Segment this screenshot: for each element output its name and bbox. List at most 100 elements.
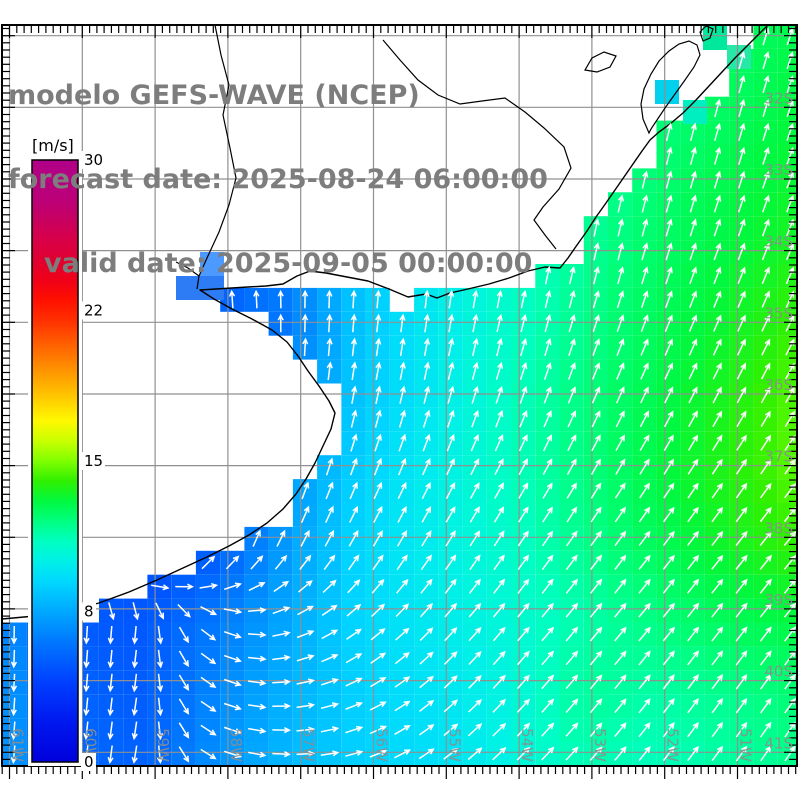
direction-arrow	[320, 726, 340, 733]
colorbar-tick-backing	[81, 452, 105, 470]
direction-arrow	[108, 602, 116, 621]
direction-arrow	[298, 580, 313, 593]
direction-arrow	[272, 703, 292, 710]
direction-arrow	[399, 313, 406, 333]
direction-arrow	[374, 433, 382, 452]
direction-arrow	[687, 626, 700, 642]
direction-arrow	[567, 362, 576, 380]
direction-arrow	[687, 506, 699, 523]
direction-arrow	[638, 722, 651, 738]
direction-arrow	[687, 650, 700, 666]
direction-arrow	[638, 602, 651, 618]
direction-arrow	[107, 625, 114, 645]
direction-arrow	[687, 458, 699, 475]
direction-arrow	[662, 650, 675, 666]
direction-arrow	[638, 745, 651, 762]
direction-arrow	[737, 266, 746, 285]
direction-arrow	[641, 242, 649, 261]
direction-arrow	[590, 506, 602, 523]
direction-arrow	[663, 482, 675, 499]
direction-arrow	[418, 724, 435, 736]
direction-arrow	[321, 604, 338, 617]
direction-arrow	[443, 699, 459, 713]
direction-arrow	[200, 606, 218, 616]
direction-arrow	[616, 290, 625, 309]
direction-arrow	[444, 578, 457, 594]
direction-arrow	[369, 749, 388, 758]
direction-arrow	[420, 578, 433, 594]
direction-arrow	[131, 697, 138, 717]
direction-arrow	[737, 242, 746, 261]
direction-arrow	[421, 530, 432, 547]
direction-arrow	[785, 290, 795, 308]
direction-arrow	[759, 530, 772, 546]
direction-arrow	[132, 602, 140, 621]
direction-arrow	[273, 580, 290, 593]
direction-arrow	[615, 410, 625, 428]
direction-arrow	[472, 313, 479, 333]
direction-arrow	[689, 290, 698, 309]
direction-arrow	[446, 433, 455, 452]
direction-arrow	[369, 725, 388, 735]
direction-arrow	[640, 386, 649, 404]
direction-arrow	[565, 578, 578, 594]
latitude-label: 35S	[764, 304, 793, 322]
direction-arrow	[614, 554, 627, 570]
direction-arrow	[638, 650, 651, 666]
lagoon-outline	[584, 51, 617, 73]
direction-arrow	[447, 385, 455, 404]
direction-arrow	[592, 362, 601, 380]
plot-frame	[1, 24, 798, 767]
direction-arrow	[565, 722, 579, 737]
direction-arrow	[688, 386, 698, 404]
direction-arrow	[640, 338, 649, 356]
direction-arrow	[396, 578, 409, 594]
direction-arrow	[543, 410, 552, 428]
direction-arrow	[320, 678, 339, 686]
direction-arrow	[247, 607, 267, 614]
direction-arrow	[759, 674, 772, 690]
direction-arrow	[590, 530, 602, 547]
river-line	[175, 261, 200, 277]
direction-arrow	[494, 433, 504, 452]
direction-arrow	[543, 385, 552, 404]
wave-cell-special	[727, 45, 751, 69]
direction-arrow	[399, 385, 406, 404]
colorbar-tick-backing	[81, 602, 96, 621]
direction-arrow	[272, 630, 291, 637]
direction-arrow	[421, 481, 431, 500]
direction-arrow	[375, 385, 382, 404]
direction-arrow	[345, 701, 363, 710]
direction-arrow	[662, 602, 676, 618]
direction-arrow	[156, 721, 164, 741]
direction-arrow	[375, 313, 382, 333]
direction-arrow	[277, 289, 284, 309]
colorbar-tick-backing	[81, 301, 105, 320]
direction-arrow	[686, 602, 700, 618]
direction-arrow	[687, 674, 700, 690]
direction-arrow	[568, 266, 576, 285]
direction-arrow	[253, 289, 260, 309]
direction-arrow	[83, 673, 90, 693]
direction-arrow	[738, 146, 746, 165]
direction-arrow	[296, 630, 315, 639]
direction-arrow	[711, 674, 724, 690]
direction-arrow	[325, 457, 334, 476]
direction-arrow	[272, 727, 291, 734]
direction-arrow	[349, 505, 358, 523]
direction-arrow	[737, 314, 746, 332]
direction-arrow	[737, 218, 746, 237]
direction-arrow	[784, 386, 795, 404]
latitude-label: 32S	[764, 89, 793, 107]
direction-arrow	[321, 629, 339, 640]
direction-arrow	[761, 194, 770, 213]
wave-cell	[777, 550, 797, 575]
direction-arrow	[665, 242, 673, 261]
direction-arrow	[786, 146, 795, 165]
direction-arrow	[272, 606, 291, 615]
direction-arrow	[591, 410, 601, 428]
direction-arrow	[542, 506, 553, 523]
direction-arrow	[617, 242, 625, 261]
direction-arrow	[542, 458, 553, 475]
direction-arrow	[422, 457, 431, 476]
